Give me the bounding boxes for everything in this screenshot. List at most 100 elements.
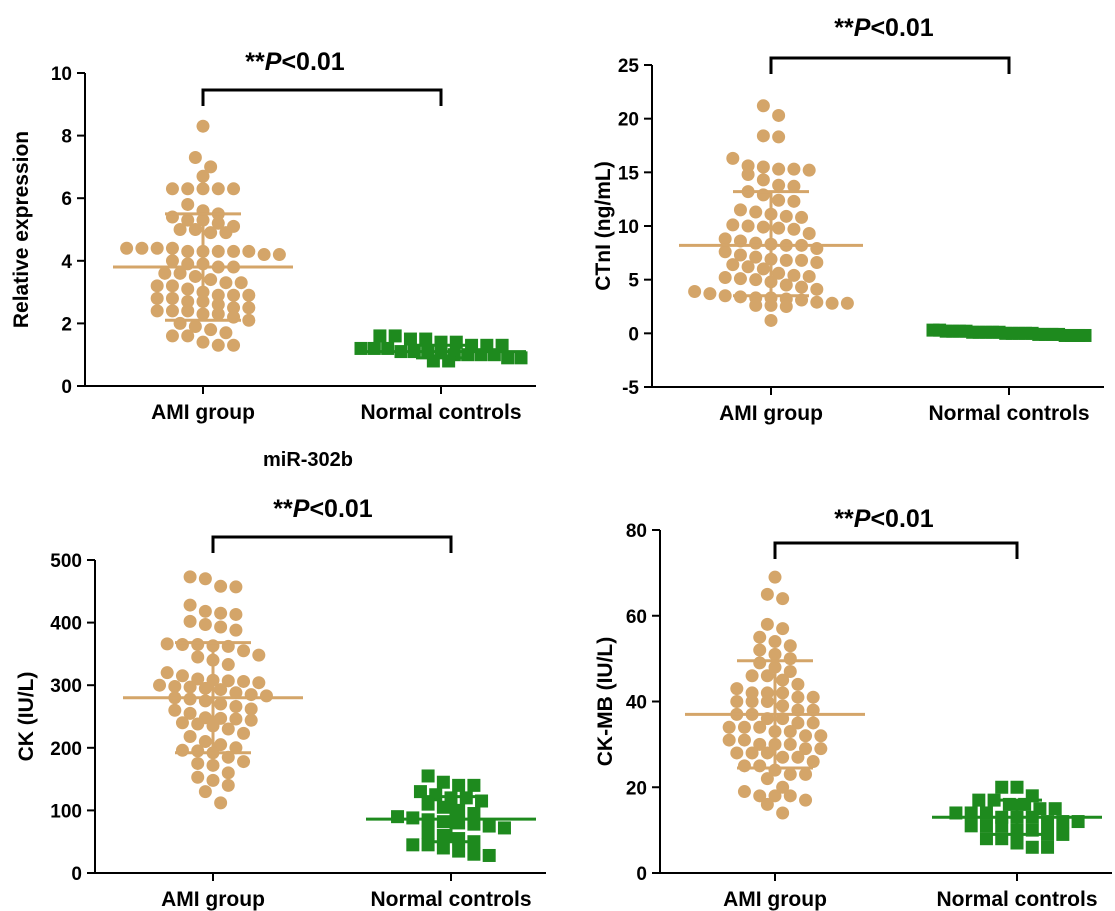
data-point-ami-group bbox=[776, 780, 790, 794]
data-point-normal-controls bbox=[391, 810, 405, 824]
data-point-ami-group bbox=[737, 759, 751, 773]
data-point-ami-group bbox=[802, 269, 816, 283]
data-point-ami-group bbox=[791, 677, 805, 691]
chart-panel-1: 0 2 4 6 8 10 AMI group Normal controls Relative … bbox=[10, 48, 536, 424]
data-point-ami-group bbox=[191, 756, 205, 770]
data-point-ami-group bbox=[733, 203, 747, 217]
data-point-ami-group bbox=[165, 279, 179, 293]
y-tick-label: 4 bbox=[61, 252, 72, 273]
data-point-ami-group bbox=[198, 572, 212, 586]
data-point-ami-group bbox=[776, 699, 790, 713]
significance-bracket bbox=[769, 56, 1011, 74]
data-point-normal-controls bbox=[436, 841, 450, 855]
data-point-ami-group bbox=[791, 750, 805, 764]
y-tick-label: 80 bbox=[626, 521, 647, 542]
data-point-ami-group bbox=[211, 216, 225, 230]
significance-bracket bbox=[773, 541, 1019, 559]
data-point-ami-group bbox=[257, 248, 271, 262]
data-point-ami-group bbox=[204, 160, 218, 174]
data-point-ami-group bbox=[753, 656, 767, 670]
data-point-ami-group bbox=[221, 722, 235, 736]
data-point-ami-group bbox=[733, 272, 747, 286]
data-point-normal-controls bbox=[467, 847, 481, 861]
data-point-normal-controls bbox=[436, 775, 450, 789]
data-point-ami-group bbox=[840, 296, 854, 310]
data-point-ami-group bbox=[221, 778, 235, 792]
data-point-ami-group bbox=[760, 695, 774, 708]
y-tick-label: 20 bbox=[626, 778, 647, 799]
data-point-ami-group bbox=[756, 262, 770, 276]
data-point-ami-group bbox=[783, 767, 797, 781]
data-point-ami-group bbox=[211, 338, 225, 352]
data-point-ami-group bbox=[229, 686, 243, 700]
data-point-normal-controls bbox=[475, 794, 489, 808]
data-point-ami-group bbox=[779, 278, 793, 292]
data-point-ami-group bbox=[214, 796, 228, 810]
data-point-normal-controls bbox=[1048, 802, 1062, 816]
data-point-normal-controls bbox=[467, 778, 481, 792]
data-point-ami-group bbox=[779, 253, 793, 267]
data-point-ami-group bbox=[221, 766, 235, 780]
data-point-ami-group bbox=[227, 244, 241, 258]
data-point-ami-group bbox=[741, 167, 755, 181]
data-point-ami-group bbox=[214, 683, 228, 697]
data-point-ami-group bbox=[211, 244, 225, 258]
data-point-ami-group bbox=[783, 652, 797, 666]
data-point-ami-group bbox=[153, 678, 167, 692]
data-point-ami-group bbox=[753, 789, 767, 803]
data-point-ami-group bbox=[753, 643, 767, 657]
data-point-ami-group bbox=[756, 160, 770, 174]
data-point-ami-group bbox=[211, 298, 225, 312]
y-tick-label: 6 bbox=[61, 189, 72, 210]
data-point-ami-group bbox=[191, 638, 205, 652]
data-point-ami-group bbox=[191, 717, 205, 731]
chart-panel-4: 0 20 40 60 80 AMI group Normal controls CK-MB (… bbox=[594, 505, 1112, 911]
data-point-ami-group bbox=[802, 163, 816, 177]
data-point-ami-group bbox=[772, 162, 786, 176]
data-point-normal-controls bbox=[1010, 780, 1024, 794]
data-point-normal-controls bbox=[421, 825, 435, 839]
data-point-ami-group bbox=[814, 742, 828, 756]
data-point-ami-group bbox=[196, 119, 210, 133]
data-point-ami-group bbox=[214, 579, 228, 593]
data-point-ami-group bbox=[214, 606, 228, 620]
data-point-ami-group bbox=[749, 298, 763, 312]
data-point-ami-group bbox=[799, 729, 813, 743]
data-point-ami-group bbox=[181, 304, 195, 318]
data-point-normal-controls bbox=[1010, 836, 1024, 850]
data-point-ami-group bbox=[783, 737, 797, 751]
data-point-ami-group bbox=[198, 617, 212, 631]
data-point-ami-group bbox=[718, 271, 732, 285]
significance-label: **P<0.01 bbox=[834, 14, 934, 42]
data-point-ami-group bbox=[229, 623, 243, 637]
data-point-ami-group bbox=[756, 220, 770, 234]
data-point-ami-group bbox=[196, 335, 210, 349]
chart-panel-3: 0 100 200 300 400 500 AMI group Normal controls… bbox=[15, 495, 546, 911]
data-point-ami-group bbox=[753, 630, 767, 644]
data-point-ami-group bbox=[198, 604, 212, 618]
data-point-ami-group bbox=[733, 248, 747, 262]
data-point-ami-group bbox=[168, 703, 182, 717]
data-point-normal-controls bbox=[452, 803, 466, 817]
data-point-ami-group bbox=[204, 226, 218, 240]
data-point-ami-group bbox=[722, 720, 736, 734]
data-point-normal-controls bbox=[1041, 827, 1055, 841]
y-tick-label: 5 bbox=[628, 271, 639, 292]
data-point-ami-group bbox=[749, 236, 763, 250]
significance-label: **P<0.01 bbox=[834, 505, 934, 533]
data-point-ami-group bbox=[722, 733, 736, 747]
data-point-normal-controls bbox=[964, 819, 978, 833]
data-point-ami-group bbox=[760, 772, 774, 786]
data-point-ami-group bbox=[772, 130, 786, 144]
data-point-ami-group bbox=[183, 730, 197, 744]
data-point-ami-group bbox=[749, 205, 763, 219]
data-point-ami-group bbox=[787, 179, 801, 193]
data-point-ami-group bbox=[741, 260, 755, 274]
data-point-ami-group bbox=[191, 770, 205, 784]
data-point-normal-controls bbox=[388, 329, 402, 343]
data-point-ami-group bbox=[787, 162, 801, 176]
y-tick-label: 40 bbox=[626, 693, 647, 714]
data-point-ami-group bbox=[237, 644, 251, 658]
data-point-ami-group bbox=[810, 282, 824, 296]
data-point-ami-group bbox=[772, 221, 786, 235]
